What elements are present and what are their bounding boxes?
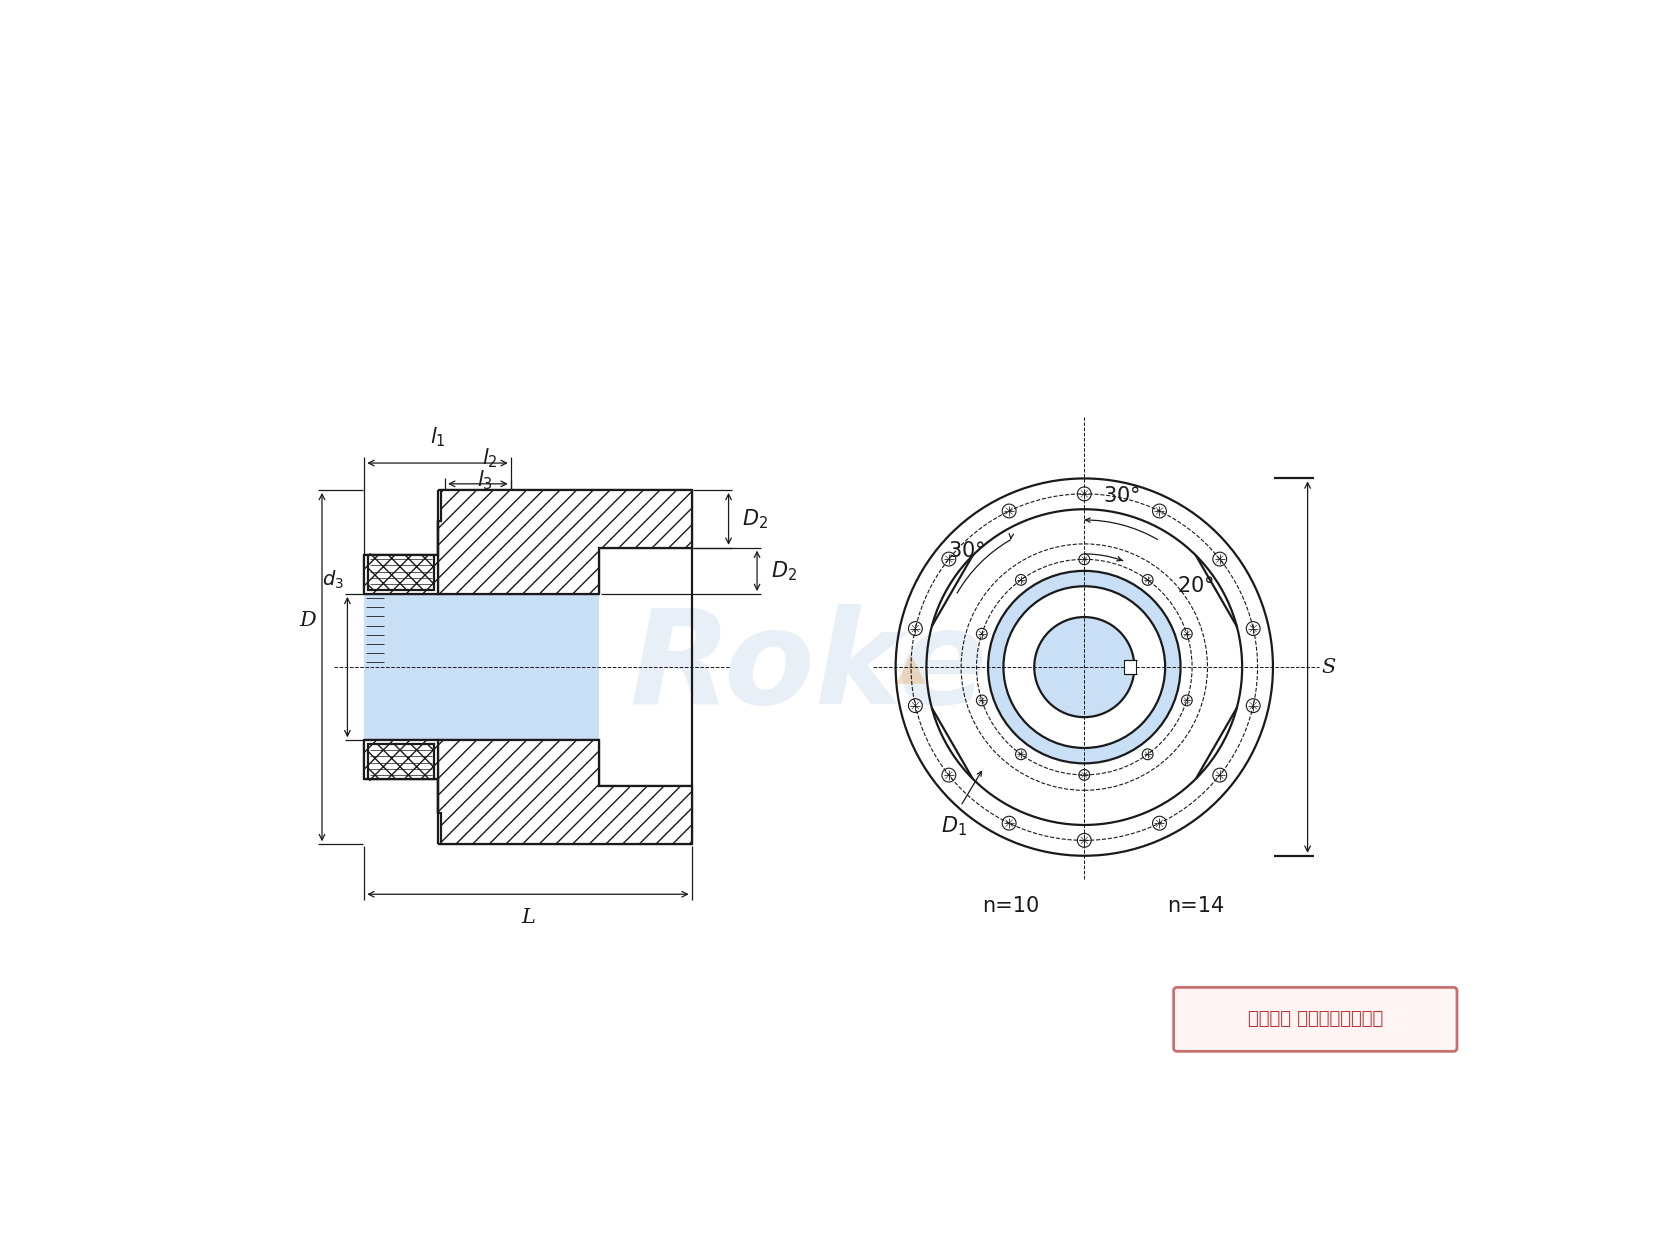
Text: L: L xyxy=(521,908,534,927)
Text: $l_1$: $l_1$ xyxy=(430,426,445,450)
Text: $20°$: $20°$ xyxy=(1178,576,1215,596)
Circle shape xyxy=(1003,586,1166,748)
Text: $30°$: $30°$ xyxy=(948,541,984,561)
Text: ▲: ▲ xyxy=(895,648,926,687)
Bar xyxy=(1124,660,1136,674)
Circle shape xyxy=(988,571,1181,764)
Polygon shape xyxy=(365,520,437,593)
Text: $l_3$: $l_3$ xyxy=(477,467,494,491)
Text: $D_2$: $D_2$ xyxy=(743,507,768,530)
Text: 版权所有 侵权必被严厉追究: 版权所有 侵权必被严厉追究 xyxy=(1248,1011,1383,1028)
Text: $d_3$: $d_3$ xyxy=(321,570,344,591)
Polygon shape xyxy=(437,490,692,593)
Text: n=10: n=10 xyxy=(983,896,1040,916)
Polygon shape xyxy=(368,745,433,779)
Polygon shape xyxy=(437,741,692,844)
Text: D: D xyxy=(299,611,316,630)
Circle shape xyxy=(1035,617,1134,717)
Polygon shape xyxy=(365,593,600,741)
Text: $l_2$: $l_2$ xyxy=(482,446,497,470)
Text: n=14: n=14 xyxy=(1168,896,1225,916)
Text: Rokee: Rokee xyxy=(630,604,1077,731)
Text: $D_1$: $D_1$ xyxy=(941,814,968,838)
FancyBboxPatch shape xyxy=(1174,988,1457,1051)
Polygon shape xyxy=(365,741,437,814)
Text: $D_2$: $D_2$ xyxy=(771,559,796,582)
Text: S: S xyxy=(1322,658,1336,677)
Text: $30°$: $30°$ xyxy=(1102,486,1139,507)
Polygon shape xyxy=(368,556,433,590)
